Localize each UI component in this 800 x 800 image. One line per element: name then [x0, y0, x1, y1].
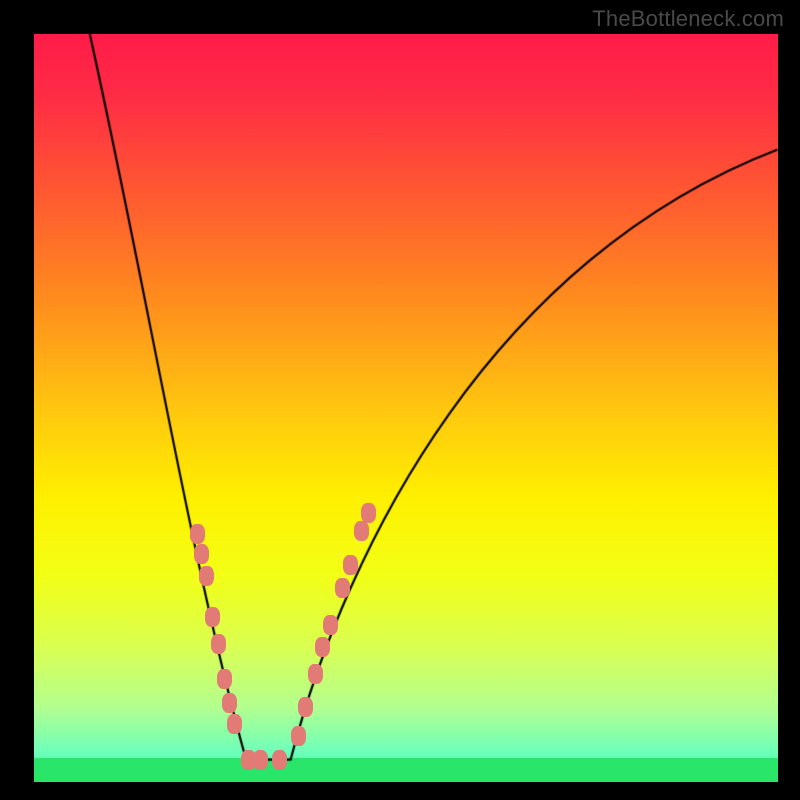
data-marker: [335, 578, 350, 598]
data-marker: [315, 637, 330, 657]
data-marker: [361, 503, 376, 523]
data-marker: [354, 521, 369, 541]
data-marker: [227, 714, 242, 734]
data-marker: [291, 726, 306, 746]
green-strip: [34, 758, 778, 782]
data-marker: [211, 634, 226, 654]
data-marker: [298, 697, 313, 717]
data-marker: [217, 669, 232, 689]
data-marker: [253, 750, 268, 770]
curve-line: [34, 34, 778, 782]
data-marker: [194, 544, 209, 564]
data-marker: [205, 607, 220, 627]
data-marker: [199, 566, 214, 586]
data-marker: [323, 615, 338, 635]
plot-area: [34, 34, 778, 782]
chart-container: TheBottleneck.com: [0, 0, 800, 800]
data-marker: [343, 555, 358, 575]
data-marker: [308, 664, 323, 684]
data-marker: [190, 524, 205, 544]
watermark-text: TheBottleneck.com: [592, 6, 784, 32]
data-marker: [272, 750, 287, 770]
data-marker: [222, 693, 237, 713]
